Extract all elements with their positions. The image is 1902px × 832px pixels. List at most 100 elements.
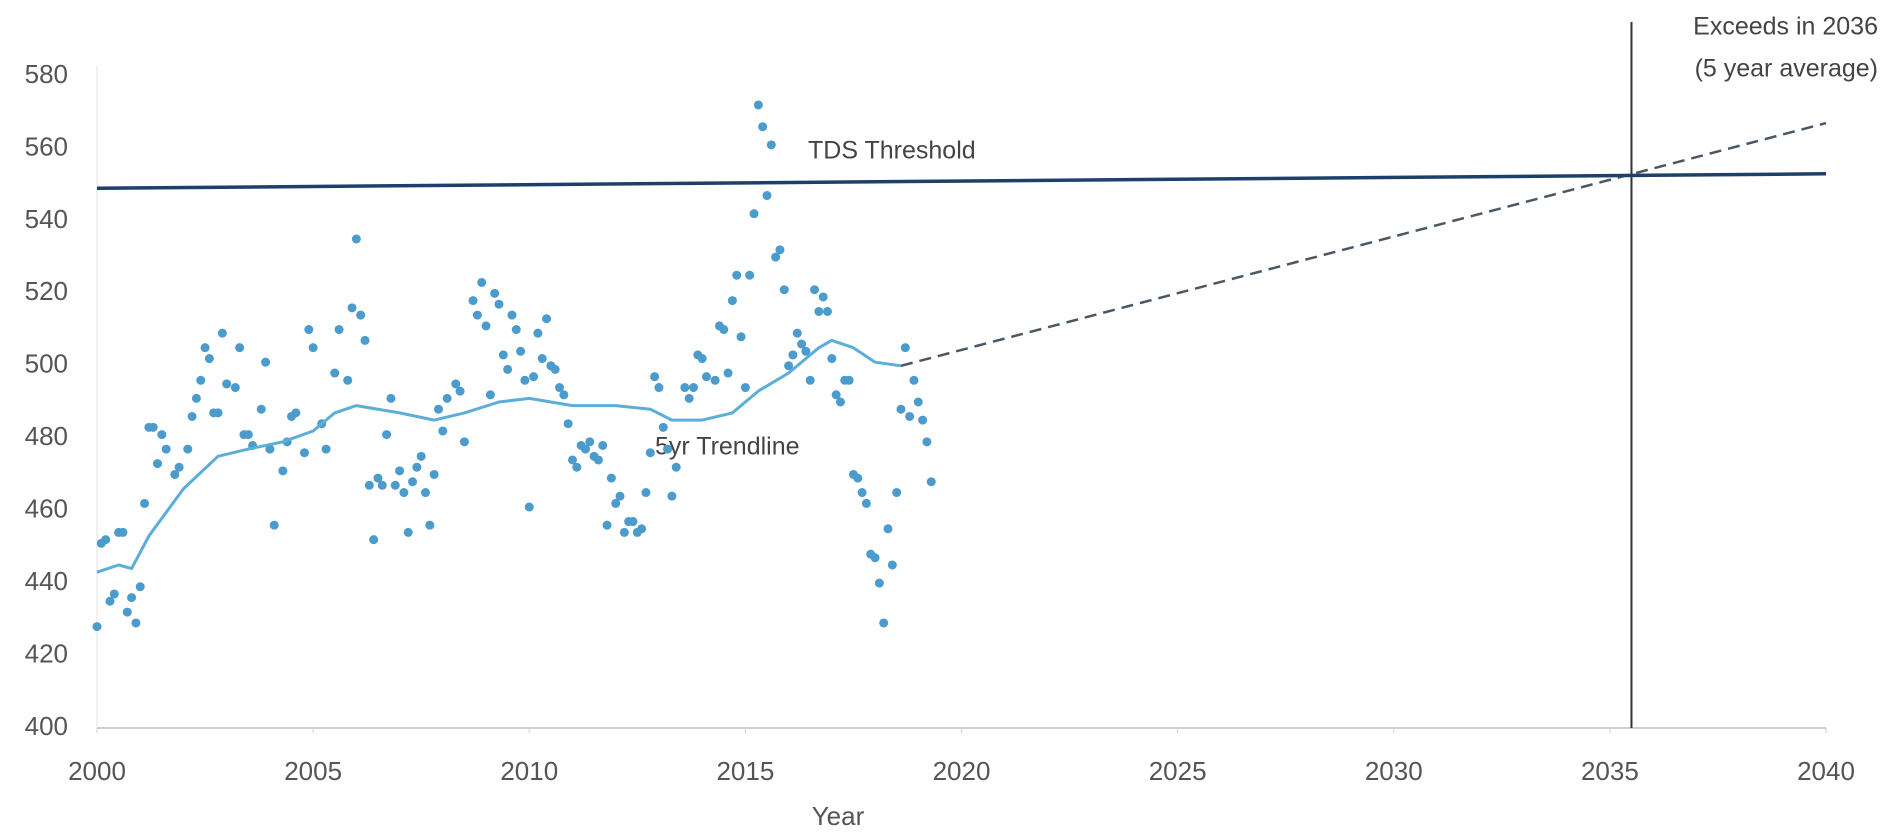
data-point xyxy=(382,430,392,440)
y-tick-label: 460 xyxy=(25,494,68,524)
data-point xyxy=(459,437,469,447)
data-point xyxy=(896,404,906,414)
data-point xyxy=(766,140,776,150)
y-tick-label: 420 xyxy=(25,638,68,668)
data-point xyxy=(222,379,232,389)
data-point xyxy=(511,325,521,335)
data-point xyxy=(105,596,115,606)
data-point xyxy=(710,375,720,385)
data-point xyxy=(516,346,526,356)
data-point xyxy=(835,397,845,407)
data-point xyxy=(191,393,201,403)
data-point xyxy=(334,325,344,335)
data-point xyxy=(606,473,616,483)
data-point xyxy=(654,383,664,393)
data-point xyxy=(494,299,504,309)
data-point xyxy=(196,375,206,385)
data-point xyxy=(122,607,132,617)
x-tick-label: 2000 xyxy=(68,756,126,786)
data-point xyxy=(585,437,595,447)
data-point xyxy=(831,390,841,400)
y-tick-label: 560 xyxy=(25,131,68,161)
x-tick-label: 2010 xyxy=(500,756,558,786)
data-point xyxy=(555,383,565,393)
y-tick-label: 540 xyxy=(25,204,68,234)
data-point xyxy=(265,444,275,454)
y-tick-label: 480 xyxy=(25,421,68,451)
data-point xyxy=(468,296,478,306)
data-point xyxy=(477,277,487,287)
data-point xyxy=(170,469,180,479)
data-point xyxy=(593,455,603,465)
exceed-label: Exceeds in 2036 xyxy=(1693,13,1878,41)
data-point xyxy=(148,422,158,432)
data-point xyxy=(727,296,737,306)
data-point xyxy=(663,444,673,454)
data-point xyxy=(442,393,452,403)
data-point xyxy=(567,455,577,465)
data-point xyxy=(697,354,707,364)
data-point xyxy=(749,209,759,219)
trend-line xyxy=(96,172,1827,191)
data-point xyxy=(507,310,517,320)
data-point xyxy=(351,234,361,244)
data-point xyxy=(775,245,785,255)
data-point xyxy=(321,444,331,454)
data-point xyxy=(503,364,513,374)
data-point xyxy=(174,462,184,472)
data-point xyxy=(235,343,245,353)
data-point xyxy=(230,383,240,393)
data-point xyxy=(784,361,794,371)
data-point xyxy=(905,411,915,421)
data-point xyxy=(399,488,409,498)
data-point xyxy=(701,372,711,382)
data-point xyxy=(433,404,443,414)
data-point xyxy=(563,419,573,429)
data-point xyxy=(261,357,271,367)
data-point xyxy=(788,350,798,360)
data-point xyxy=(369,535,379,545)
data-point xyxy=(304,325,314,335)
data-point xyxy=(161,444,171,454)
data-point xyxy=(330,368,340,378)
data-point xyxy=(109,589,119,599)
data-point xyxy=(814,306,824,316)
threshold-label: TDS Threshold xyxy=(808,137,976,165)
data-point xyxy=(200,343,210,353)
data-point xyxy=(135,582,145,592)
data-point xyxy=(403,527,413,537)
projection-line xyxy=(900,121,1827,368)
y-tick-label: 500 xyxy=(25,349,68,379)
data-point xyxy=(879,618,889,628)
data-point xyxy=(386,393,396,403)
data-point xyxy=(421,488,431,498)
data-point xyxy=(637,524,647,534)
data-point xyxy=(131,618,141,628)
data-point xyxy=(922,437,932,447)
data-point xyxy=(758,122,768,132)
data-point xyxy=(451,379,461,389)
data-point xyxy=(732,270,742,280)
data-point xyxy=(857,488,867,498)
data-point xyxy=(256,404,266,414)
data-point xyxy=(373,473,383,483)
data-point xyxy=(650,372,660,382)
x-tick-label: 2035 xyxy=(1581,756,1639,786)
x-tick-label: 2025 xyxy=(1149,756,1207,786)
data-point xyxy=(753,100,763,110)
data-point xyxy=(308,343,318,353)
data-point xyxy=(844,375,854,385)
data-point xyxy=(745,270,755,280)
data-point xyxy=(390,480,400,490)
data-point xyxy=(602,520,612,530)
data-point xyxy=(689,383,699,393)
trendline-label: 5yr Trendline xyxy=(655,433,800,461)
data-point xyxy=(299,448,309,458)
data-point xyxy=(343,375,353,385)
data-point xyxy=(438,426,448,436)
data-point xyxy=(425,520,435,530)
data-point xyxy=(827,354,837,364)
data-point xyxy=(537,354,547,364)
data-point xyxy=(658,422,668,432)
data-point xyxy=(481,321,491,331)
